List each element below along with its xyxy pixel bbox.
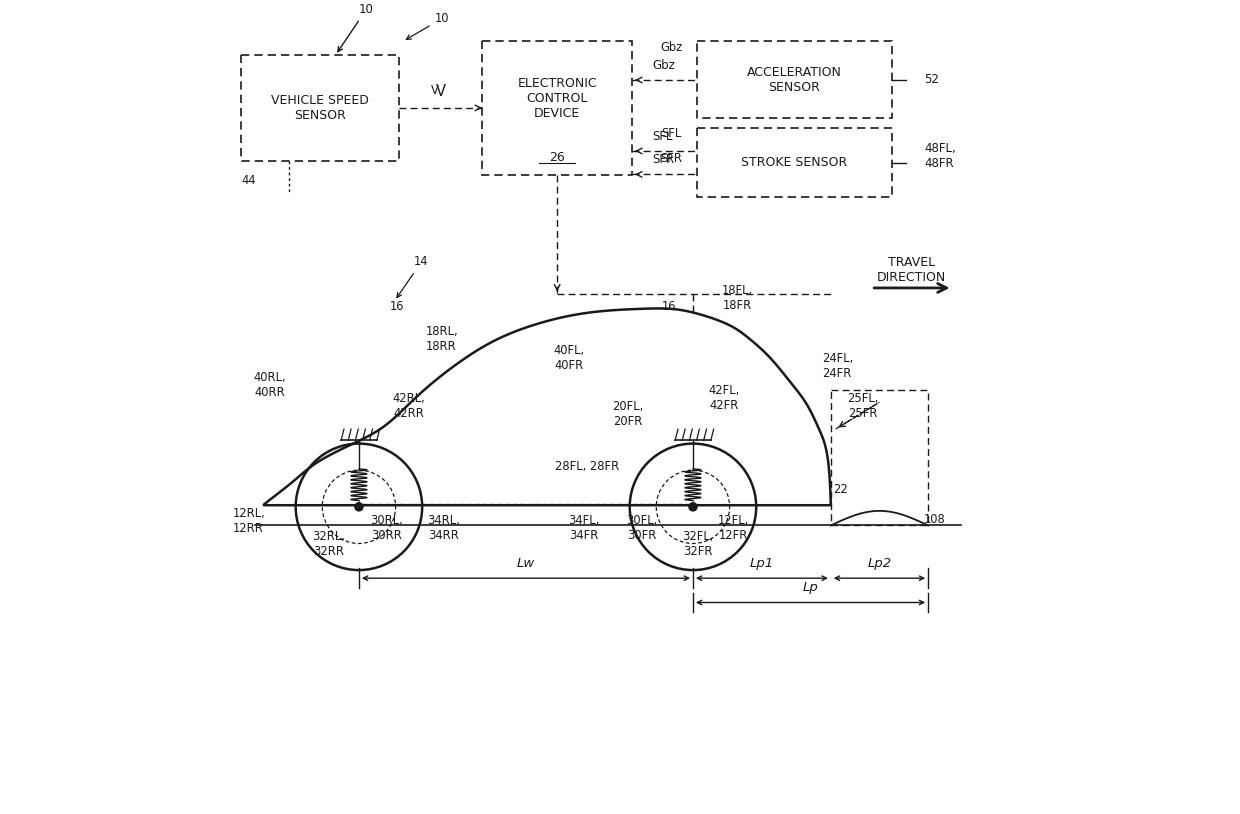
Text: SFR: SFR <box>652 153 675 166</box>
Text: ELECTRONIC
CONTROL
DEVICE: ELECTRONIC CONTROL DEVICE <box>517 77 596 120</box>
Text: 12RL,
12RR: 12RL, 12RR <box>232 507 265 536</box>
Text: 22: 22 <box>833 483 848 496</box>
Text: 34FL,
34FR: 34FL, 34FR <box>568 514 599 542</box>
Text: Gbz: Gbz <box>652 59 676 72</box>
Text: 30FL,
30FR: 30FL, 30FR <box>626 514 657 542</box>
Circle shape <box>355 503 363 511</box>
Text: 32FL,
32FR: 32FL, 32FR <box>682 530 713 558</box>
Text: 12FL,
12FR: 12FL, 12FR <box>718 514 749 542</box>
Text: Lw: Lw <box>517 557 536 570</box>
Text: Lp2: Lp2 <box>868 557 892 570</box>
Text: SFL: SFL <box>661 127 681 140</box>
Text: STROKE SENSOR: STROKE SENSOR <box>742 156 847 169</box>
Text: 18RL,
18RR: 18RL, 18RR <box>425 325 458 353</box>
Text: ACCELERATION
SENSOR: ACCELERATION SENSOR <box>746 66 842 94</box>
Text: 10: 10 <box>337 3 373 51</box>
Text: V: V <box>435 84 445 99</box>
Text: 14: 14 <box>397 256 429 297</box>
Bar <box>482 42 632 175</box>
Text: 28FL, 28FR: 28FL, 28FR <box>556 460 620 473</box>
Circle shape <box>689 503 697 511</box>
Text: 18FL,
18FR: 18FL, 18FR <box>722 284 753 313</box>
Text: 32RL,
32RR: 32RL, 32RR <box>311 530 345 558</box>
Text: SFR: SFR <box>660 151 682 164</box>
Text: 42FL,
42FR: 42FL, 42FR <box>708 384 739 412</box>
Text: 108: 108 <box>924 514 945 527</box>
Bar <box>697 42 892 119</box>
Polygon shape <box>263 309 831 505</box>
Text: 40FL,
40FR: 40FL, 40FR <box>553 344 584 372</box>
Text: 42RL,
42RR: 42RL, 42RR <box>393 392 425 420</box>
Text: 25FL,
25FR: 25FL, 25FR <box>848 392 879 420</box>
Text: 26: 26 <box>549 151 565 164</box>
Text: 52: 52 <box>924 73 939 86</box>
Text: VEHICLE SPEED
SENSOR: VEHICLE SPEED SENSOR <box>270 94 368 122</box>
Text: 16: 16 <box>661 300 676 313</box>
Text: 40RL,
40RR: 40RL, 40RR <box>253 371 286 399</box>
Text: 34RL,
34RR: 34RL, 34RR <box>427 514 460 542</box>
Text: Lp: Lp <box>802 581 818 594</box>
Text: 10: 10 <box>407 12 449 39</box>
Text: Lp1: Lp1 <box>750 557 774 570</box>
Text: SFL: SFL <box>652 130 673 143</box>
Text: 44: 44 <box>242 174 255 187</box>
Bar <box>241 55 399 160</box>
Text: V: V <box>432 84 439 97</box>
Text: 20FL,
20FR: 20FL, 20FR <box>613 400 644 428</box>
Text: 16: 16 <box>389 300 404 313</box>
Text: Gbz: Gbz <box>660 41 682 54</box>
Text: TRAVEL
DIRECTION: TRAVEL DIRECTION <box>877 256 946 284</box>
Bar <box>697 129 892 197</box>
Text: 24FL,
24FR: 24FL, 24FR <box>822 352 853 380</box>
Text: 30RL,
30RR: 30RL, 30RR <box>370 514 403 542</box>
Text: 48FL,
48FR: 48FL, 48FR <box>924 142 956 170</box>
